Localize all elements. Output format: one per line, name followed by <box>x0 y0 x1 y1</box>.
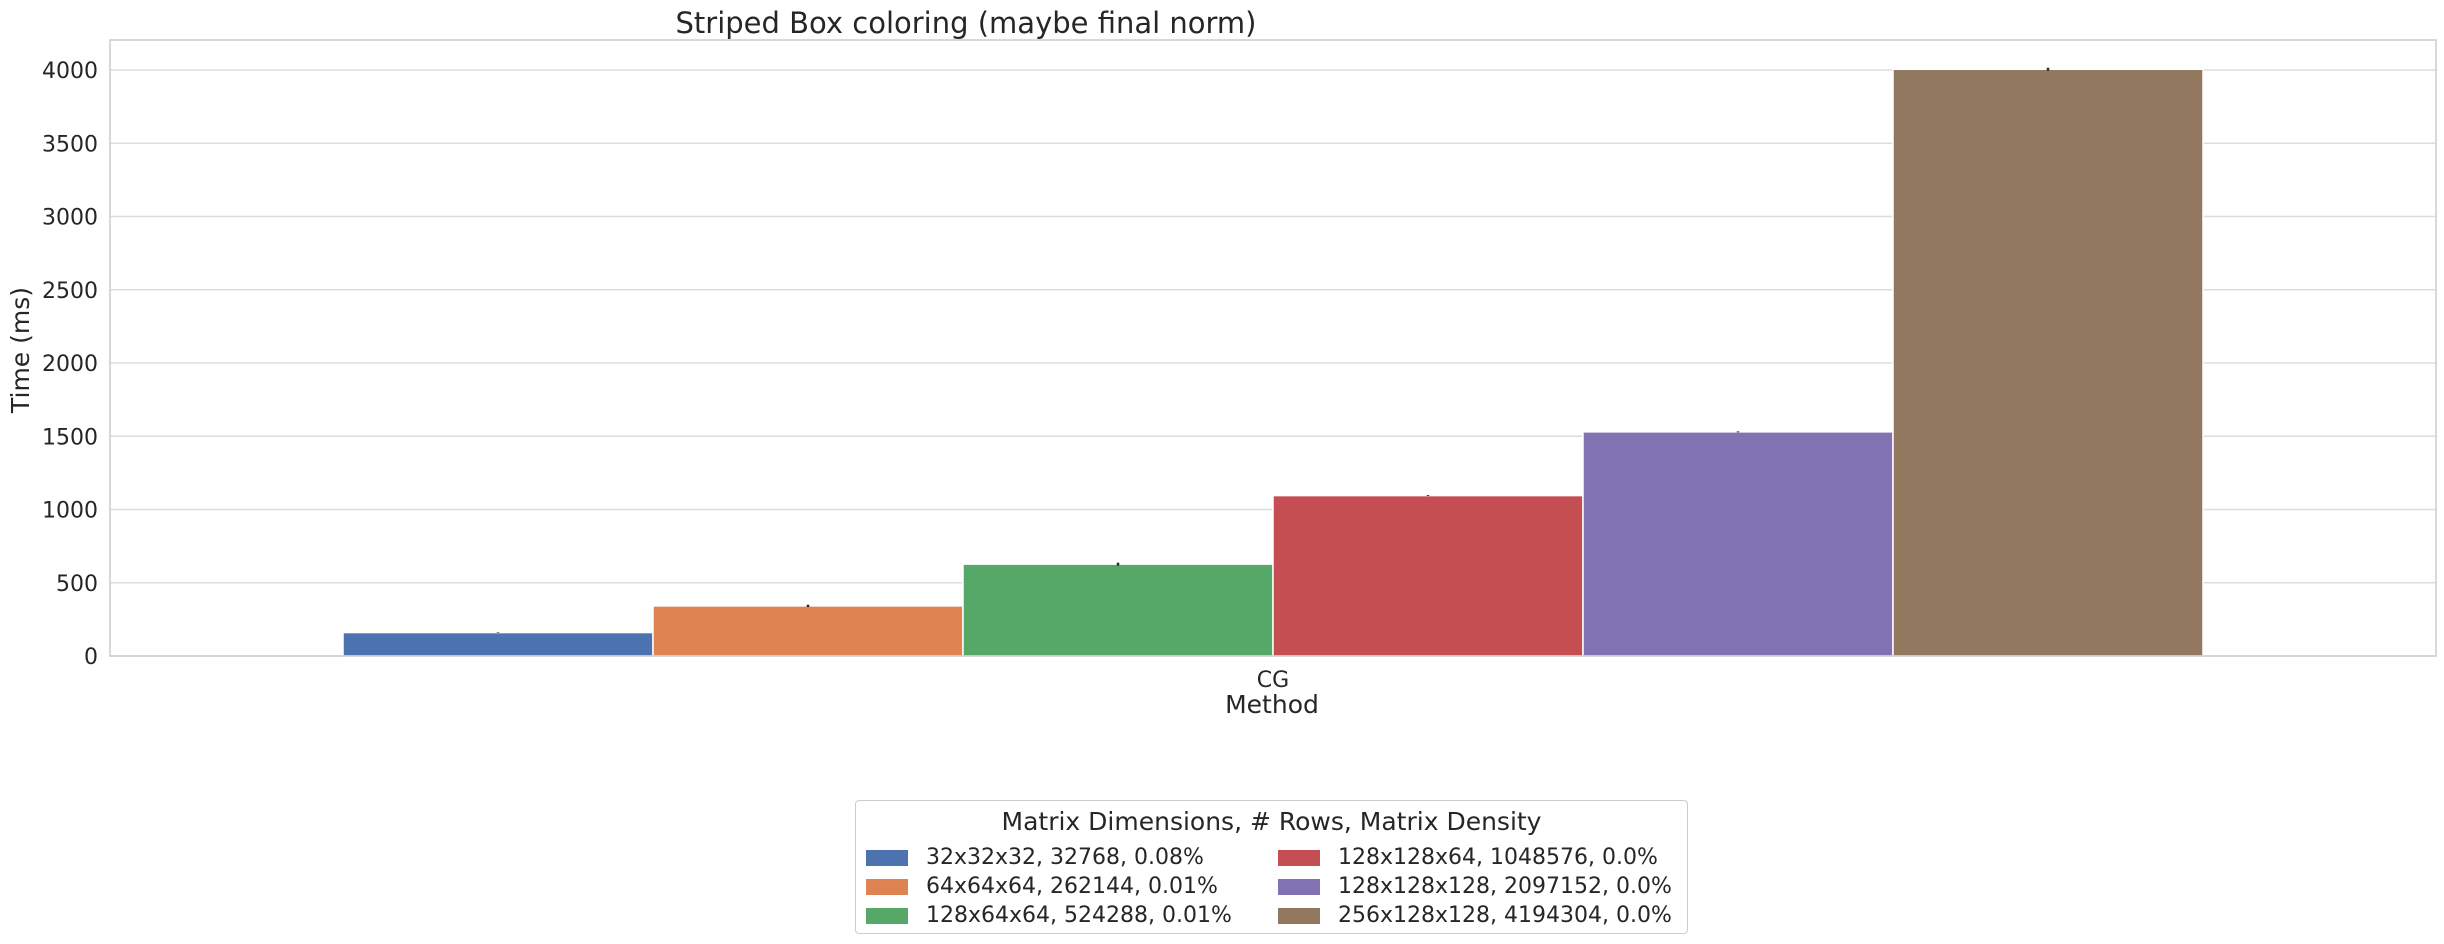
bars <box>342 68 2204 657</box>
legend-entry: 128x128x128, 2097152, 0.0% <box>1278 872 1678 901</box>
legend-title: Matrix Dimensions, # Rows, Matrix Densit… <box>1001 807 1542 836</box>
legend-swatch <box>1278 849 1320 866</box>
y-axis-ticks: 0 500 1000 1500 2000 2500 3000 3500 4000 <box>42 59 98 670</box>
legend-swatch <box>1278 878 1320 895</box>
legend-label: 128x128x64, 1048576, 0.0% <box>1338 845 1658 870</box>
y-tick-label: 2500 <box>42 279 98 304</box>
chart-title: Striped Box coloring (maybe final norm) <box>676 6 1257 40</box>
legend-entry: 128x64x64, 524288, 0.01% <box>866 901 1278 930</box>
x-tick-label: CG <box>1257 668 1289 693</box>
error-bars <box>496 67 2050 633</box>
bar <box>962 563 1274 657</box>
bar <box>342 631 654 657</box>
legend-swatch <box>1278 907 1320 924</box>
legend-label: 32x32x32, 32768, 0.08% <box>926 845 1204 870</box>
y-tick-label: 1000 <box>42 499 98 524</box>
y-tick-label: 3500 <box>42 132 98 157</box>
legend-entry: 64x64x64, 262144, 0.01% <box>866 872 1278 901</box>
bar <box>652 605 964 657</box>
legend-entry: 128x128x64, 1048576, 0.0% <box>1278 843 1678 872</box>
x-axis-ticks: CG <box>1257 668 1289 693</box>
legend-entries: 32x32x32, 32768, 0.08% 64x64x64, 262144, … <box>866 843 1686 930</box>
legend-label: 128x128x128, 2097152, 0.0% <box>1338 874 1672 899</box>
legend-swatch <box>866 849 908 866</box>
y-tick-label: 2000 <box>42 352 98 377</box>
plot-frame <box>109 39 2437 657</box>
legend-label: 256x128x128, 4194304, 0.0% <box>1338 903 1672 928</box>
legend-swatch <box>866 907 908 924</box>
y-axis-label: Time (ms) <box>6 287 35 414</box>
y-tick-label: 500 <box>56 572 98 597</box>
legend-swatch <box>866 878 908 895</box>
legend-entry: 32x32x32, 32768, 0.08% <box>866 843 1278 872</box>
bar <box>1272 494 1584 657</box>
y-tick-label: 4000 <box>42 59 98 84</box>
y-tick-label: 1500 <box>42 425 98 450</box>
legend: Matrix Dimensions, # Rows, Matrix Densit… <box>855 800 1688 934</box>
bar <box>1582 431 1894 657</box>
x-axis-label: Method <box>1225 690 1319 719</box>
bar <box>1892 68 2204 657</box>
legend-label: 64x64x64, 262144, 0.01% <box>926 874 1218 899</box>
legend-entry: 256x128x128, 4194304, 0.0% <box>1278 901 1678 930</box>
y-tick-label: 3000 <box>42 206 98 231</box>
legend-label: 128x64x64, 524288, 0.01% <box>926 903 1232 928</box>
y-tick-label: 0 <box>84 645 98 670</box>
